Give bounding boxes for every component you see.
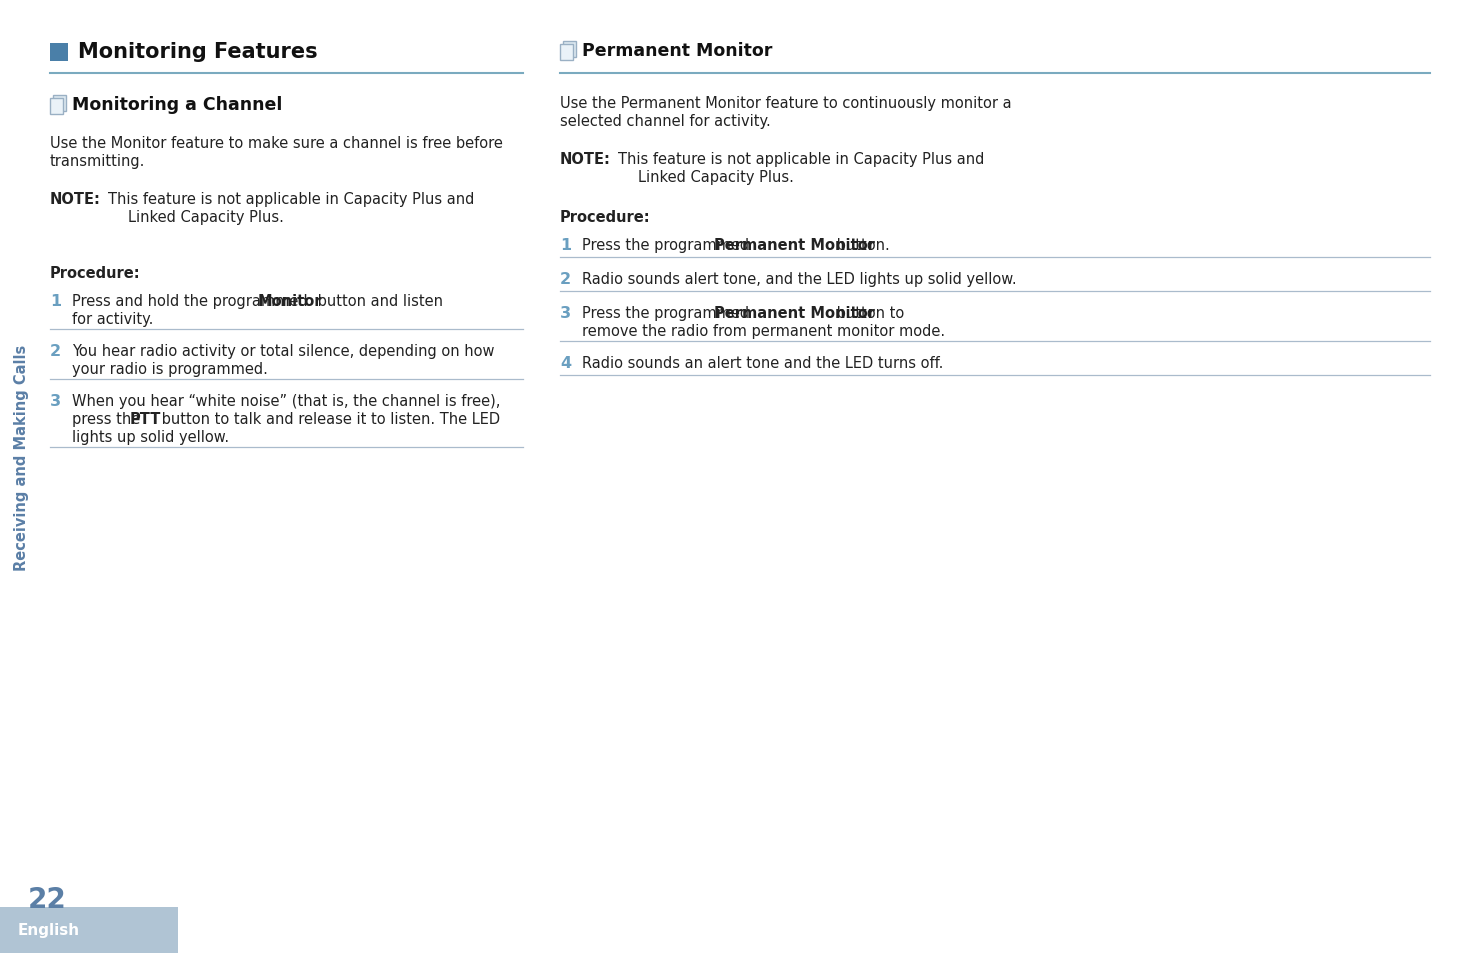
FancyBboxPatch shape — [560, 45, 572, 61]
Text: NOTE:: NOTE: — [50, 192, 100, 207]
Text: Procedure:: Procedure: — [50, 266, 140, 281]
Text: You hear radio activity or total silence, depending on how: You hear radio activity or total silence… — [72, 344, 494, 358]
Text: for activity.: for activity. — [72, 312, 153, 327]
Text: When you hear “white noise” (that is, the channel is free),: When you hear “white noise” (that is, th… — [72, 394, 500, 409]
Text: Monitor: Monitor — [258, 294, 323, 309]
Text: Permanent Monitor: Permanent Monitor — [714, 237, 875, 253]
Text: 2: 2 — [560, 272, 571, 287]
Text: Press the programmed: Press the programmed — [583, 237, 754, 253]
Text: Use the Monitor feature to make sure a channel is free before: Use the Monitor feature to make sure a c… — [50, 136, 503, 151]
Text: lights up solid yellow.: lights up solid yellow. — [72, 430, 229, 444]
Text: Linked Capacity Plus.: Linked Capacity Plus. — [128, 210, 283, 225]
Text: button and listen: button and listen — [313, 294, 442, 309]
Text: remove the radio from permanent monitor mode.: remove the radio from permanent monitor … — [583, 324, 945, 338]
Text: Monitoring a Channel: Monitoring a Channel — [72, 96, 282, 113]
Text: 4: 4 — [560, 355, 571, 371]
Text: Permanent Monitor: Permanent Monitor — [583, 42, 773, 60]
Text: This feature is not applicable in Capacity Plus and: This feature is not applicable in Capaci… — [108, 192, 475, 207]
Text: button to: button to — [832, 306, 904, 320]
Text: Procedure:: Procedure: — [560, 210, 650, 225]
Text: your radio is programmed.: your radio is programmed. — [72, 361, 268, 376]
Text: Receiving and Making Calls: Receiving and Making Calls — [15, 344, 30, 571]
Text: English: English — [18, 923, 80, 938]
Bar — [50, 44, 68, 62]
Text: Radio sounds alert tone, and the LED lights up solid yellow.: Radio sounds alert tone, and the LED lig… — [583, 272, 1016, 287]
Text: Linked Capacity Plus.: Linked Capacity Plus. — [639, 170, 794, 185]
Text: 1: 1 — [560, 237, 571, 253]
Text: Monitoring Features: Monitoring Features — [78, 42, 317, 62]
Text: Permanent Monitor: Permanent Monitor — [714, 306, 875, 320]
FancyBboxPatch shape — [563, 42, 577, 58]
Text: 2: 2 — [50, 344, 60, 358]
Text: NOTE:: NOTE: — [560, 152, 611, 167]
Text: Use the Permanent Monitor feature to continuously monitor a: Use the Permanent Monitor feature to con… — [560, 96, 1012, 111]
Text: PTT: PTT — [130, 412, 161, 427]
Text: selected channel for activity.: selected channel for activity. — [560, 113, 771, 129]
Text: Radio sounds an alert tone and the LED turns off.: Radio sounds an alert tone and the LED t… — [583, 355, 944, 371]
Bar — [0, 907, 178, 953]
Text: 3: 3 — [50, 394, 60, 409]
Text: 22: 22 — [28, 885, 66, 913]
Text: 3: 3 — [560, 306, 571, 320]
Text: transmitting.: transmitting. — [50, 153, 146, 169]
Text: Press and hold the programmed: Press and hold the programmed — [72, 294, 313, 309]
Text: 1: 1 — [50, 294, 60, 309]
Text: button to talk and release it to listen. The LED: button to talk and release it to listen.… — [156, 412, 500, 427]
Text: This feature is not applicable in Capacity Plus and: This feature is not applicable in Capaci… — [618, 152, 984, 167]
Text: press the: press the — [72, 412, 145, 427]
Text: button.: button. — [832, 237, 889, 253]
FancyBboxPatch shape — [53, 96, 66, 112]
Text: Press the programmed: Press the programmed — [583, 306, 754, 320]
FancyBboxPatch shape — [50, 99, 63, 115]
